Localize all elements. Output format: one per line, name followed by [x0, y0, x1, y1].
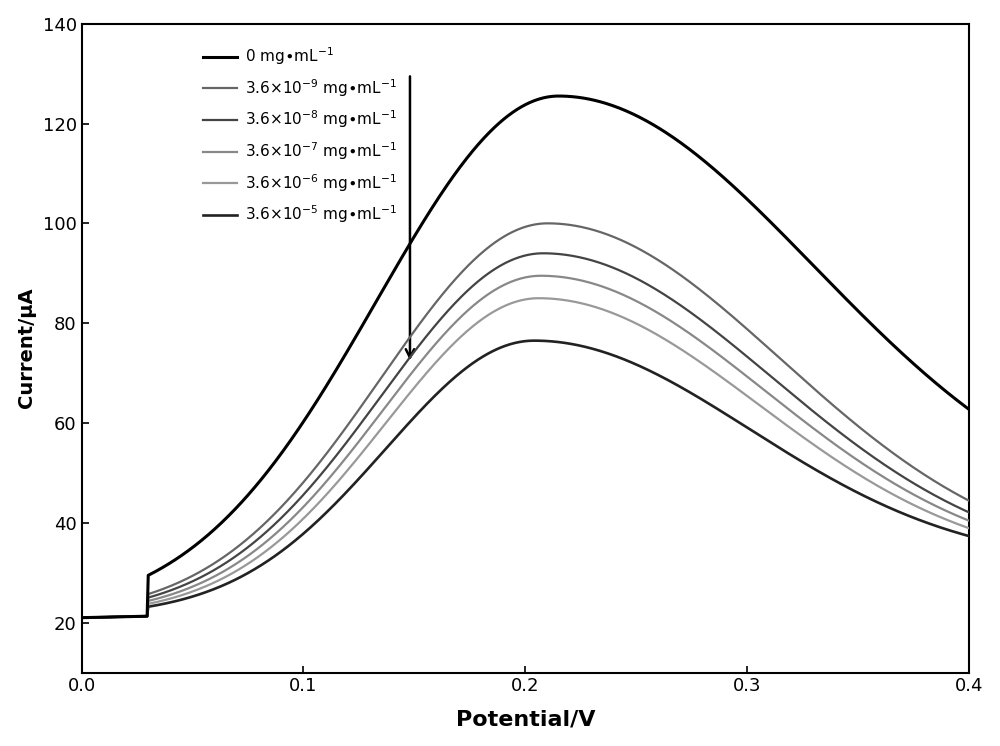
X-axis label: Potential/V: Potential/V: [456, 709, 595, 730]
Legend: 0 mg$\bullet$mL$^{-1}$, 3.6$\times$10$^{-9}$ mg$\bullet$mL$^{-1}$, 3.6$\times$10: 0 mg$\bullet$mL$^{-1}$, 3.6$\times$10$^{…: [196, 38, 404, 233]
Y-axis label: Current/μA: Current/μA: [17, 288, 36, 409]
